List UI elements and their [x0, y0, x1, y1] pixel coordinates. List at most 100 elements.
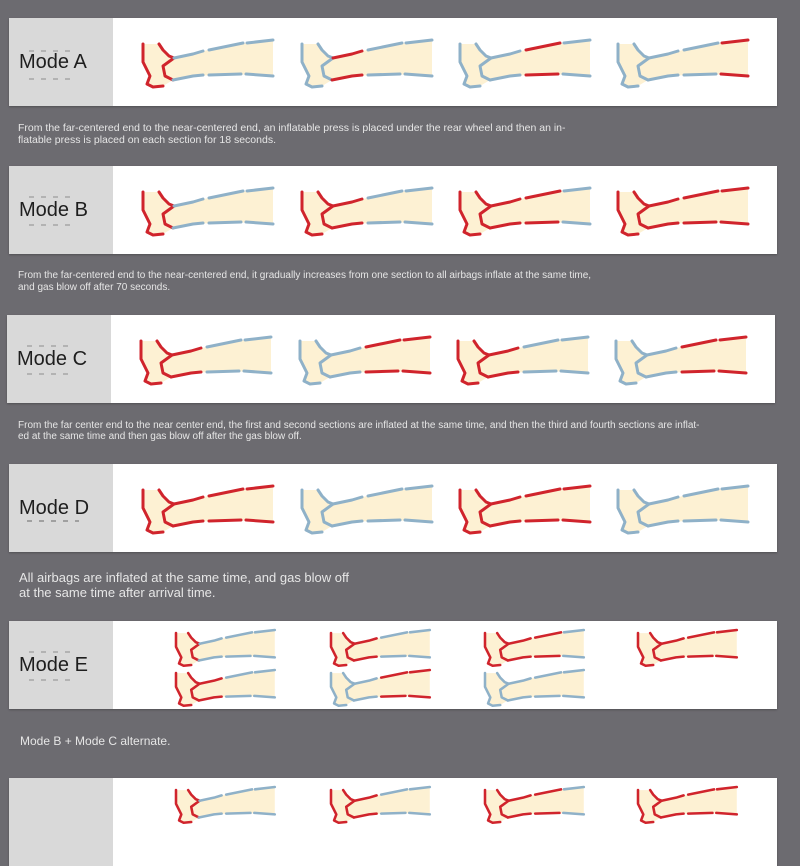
airbag-segment-idle — [498, 682, 510, 702]
mode-d-legs — [113, 464, 777, 552]
airbag-segment-idle — [561, 72, 592, 78]
airbag-segment-idle — [483, 671, 502, 708]
mode-e-legs — [113, 621, 777, 709]
airbag-segment-active — [646, 221, 680, 230]
description-line: From the far-centered end to the near-ce… — [18, 270, 592, 281]
airbag-segment-active — [715, 654, 739, 659]
description-line: From the far-centered end to the near-ce… — [18, 122, 566, 134]
airbag-segment-active — [647, 197, 680, 208]
airbag-segment-idle — [682, 41, 720, 52]
airbag-segment-active — [186, 631, 201, 645]
airbag-segment-idle — [408, 654, 432, 659]
airbag-segment-idle — [205, 369, 241, 374]
description-line: Mode B + Mode C alternate. — [20, 734, 171, 748]
airbag-segment-idle — [562, 668, 586, 674]
airbag-segment-idle — [224, 654, 252, 658]
airbag-segment-active — [474, 488, 493, 506]
airbag-segment-active — [198, 677, 223, 685]
airbag-segment-active — [364, 338, 402, 349]
airbag-segment-active — [488, 519, 522, 528]
airbag-segment-idle — [197, 655, 223, 662]
airbag-segment-idle — [316, 42, 335, 60]
airbag-segment-active — [159, 353, 174, 379]
airbag-segment-idle — [328, 370, 362, 379]
leg-figure — [174, 628, 277, 668]
airbag-segment-active — [562, 484, 592, 491]
airbag-segment-active — [186, 671, 201, 685]
airbag-segment-active — [495, 631, 510, 645]
leg-fill — [485, 670, 584, 706]
airbag-segment-idle — [366, 41, 404, 52]
airbag-segment-idle — [478, 56, 493, 82]
airbag-segment-idle — [331, 495, 364, 506]
airbag-segment-idle — [245, 186, 275, 193]
airbag-segment-active — [155, 339, 174, 357]
airbag-segment-idle — [720, 484, 750, 491]
airbag-segment-active — [682, 189, 720, 200]
airbag-segment-idle — [243, 335, 273, 342]
airbag-segment-idle — [522, 338, 560, 349]
airbag-segment-active — [524, 518, 560, 523]
airbag-segment-idle — [507, 677, 532, 685]
airbag-segment-idle — [506, 695, 532, 702]
airbag-segment-idle — [632, 488, 651, 506]
airbag-segment-idle — [300, 488, 324, 535]
leg-fill — [460, 188, 590, 235]
airbag-segment-idle — [646, 519, 680, 528]
airbag-segment-idle — [320, 502, 335, 528]
leg-figure — [483, 668, 586, 708]
airbag-segment-active — [189, 682, 201, 702]
airbag-segment-idle — [522, 369, 558, 374]
airbag-segment-active — [715, 785, 739, 791]
mode-e-description: Mode B + Mode C alternate. — [20, 734, 170, 749]
mode-b-label: Mode B — [19, 198, 88, 221]
airbag-segment-idle — [404, 186, 434, 193]
airbag-segment-idle — [644, 370, 678, 379]
airbag-segment-idle — [562, 186, 592, 193]
airbag-segment-idle — [366, 189, 404, 200]
leg-fill — [143, 40, 273, 87]
airbag-segment-idle — [403, 72, 434, 78]
airbag-segment-active — [686, 631, 716, 639]
airbag-segment-idle — [614, 339, 638, 386]
airbag-segment-active — [719, 220, 750, 226]
airbag-segment-active — [616, 190, 640, 237]
airbag-segment-active — [498, 642, 510, 662]
leg-fill — [176, 670, 275, 706]
airbag-segment-active — [632, 190, 651, 208]
airbag-segment-idle — [245, 38, 275, 45]
smudge — [29, 78, 75, 80]
leg-figure — [174, 785, 277, 825]
airbag-segment-active — [458, 488, 482, 535]
airbag-segment-active — [478, 204, 493, 230]
mode-e-card: Mode E — [9, 621, 777, 709]
leg-figure — [300, 484, 434, 535]
airbag-segment-active — [719, 72, 750, 78]
leg-figure — [636, 785, 739, 825]
description-line: and gas blow off after 70 seconds. — [18, 282, 171, 293]
leg-figure — [456, 335, 590, 386]
airbag-segment-active — [364, 369, 400, 374]
leg-figure — [141, 186, 275, 237]
airbag-segment-active — [483, 631, 502, 668]
airbag-segment-idle — [562, 628, 586, 634]
airbag-segment-idle — [560, 335, 590, 342]
airbag-segment-idle — [171, 221, 205, 230]
airbag-segment-active — [170, 346, 203, 357]
airbag-segment-idle — [171, 73, 205, 82]
mode-d-description: All airbags are inflated at the same tim… — [19, 570, 349, 600]
airbag-segment-idle — [404, 484, 434, 491]
airbag-segment-active — [476, 353, 491, 379]
leg-fill — [460, 40, 590, 87]
smudge — [27, 345, 73, 347]
airbag-segment-active — [715, 628, 739, 634]
description-line: ed at the same time and then gas blow of… — [18, 431, 302, 442]
smudge — [29, 679, 75, 681]
leg-figure — [458, 186, 592, 237]
airbag-segment-active — [660, 637, 685, 645]
airbag-segment-idle — [682, 72, 718, 77]
airbag-segment-active — [680, 338, 718, 349]
airbag-segment-active — [686, 654, 714, 658]
airbag-segment-idle — [645, 346, 678, 357]
smudge — [27, 520, 79, 522]
